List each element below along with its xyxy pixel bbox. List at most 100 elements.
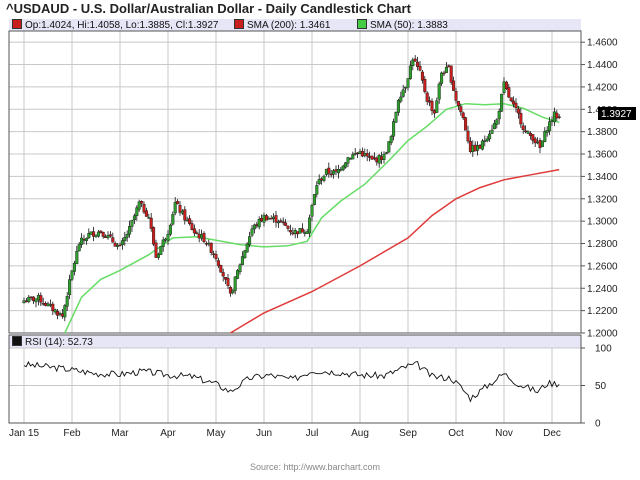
candle-down (449, 65, 453, 83)
candle-down (209, 242, 213, 253)
candle-down (178, 204, 182, 213)
candle-up (166, 234, 170, 241)
rsi-tick-label: 0 (595, 419, 601, 430)
candle-down (365, 152, 369, 157)
candle-up (250, 228, 254, 236)
candle-up (341, 165, 345, 171)
candle-up (106, 235, 110, 239)
month-tick-label: Mar (111, 428, 129, 439)
ohlc-legend-item: Op:1.4024, Hi:1.4058, Lo:1.3885, Cl:1.39… (12, 19, 218, 32)
candle-up (392, 121, 396, 137)
panel-frames (8, 30, 582, 424)
rsi-panel-frame (8, 334, 582, 424)
rsi-legend-item: RSI (14): 52.73 (12, 336, 93, 349)
candle-up (257, 218, 261, 228)
candle-down (274, 215, 278, 223)
candle-down (226, 278, 230, 286)
candle-up (526, 131, 530, 134)
candle-up (87, 233, 91, 239)
candle-down (514, 102, 518, 109)
month-tick-label: May (207, 428, 226, 439)
candle-down (154, 242, 158, 258)
candle-up (401, 89, 405, 97)
candle-down (442, 72, 446, 75)
candle-up (399, 96, 403, 102)
moving-averages (64, 102, 560, 334)
price-tick-label: 1.4200 (587, 82, 618, 93)
candle-up (317, 179, 321, 185)
candle-up (346, 157, 350, 164)
ohlc-swatch (12, 19, 22, 29)
candle-down (216, 260, 220, 266)
candle-down (454, 91, 458, 101)
candle-down (512, 100, 516, 105)
last-price-label: 1.3927 (601, 109, 632, 120)
candle-up (394, 111, 398, 123)
candle-down (212, 253, 216, 255)
candle-down (531, 134, 535, 141)
candle-down (504, 81, 508, 89)
candle-up (72, 262, 76, 272)
month-tick-label: Aug (351, 428, 369, 439)
price-tick-label: 1.2800 (587, 239, 618, 250)
candle-down (524, 130, 528, 133)
candle-down (142, 204, 146, 213)
candle-down (288, 230, 292, 233)
candle-up (322, 175, 326, 181)
candle-down (39, 295, 43, 303)
candle-down (228, 287, 232, 294)
candle-down (509, 97, 513, 102)
sma50-legend-item: SMA (50): 1.3883 (357, 19, 448, 32)
candle-up (80, 237, 84, 245)
candle-up (68, 279, 72, 296)
candle-down (461, 112, 465, 119)
rsi-label: RSI (14): 52.73 (25, 337, 93, 348)
last-price-box (598, 107, 636, 120)
sma50-line (64, 102, 560, 334)
candle-up (245, 243, 249, 253)
candle-up (168, 224, 172, 235)
x-axis-ticks: Jan 15 Feb Mar Apr May Jun Jul Aug Sep Oct Nov Dec (9, 428, 561, 439)
candle-down (452, 80, 456, 91)
candle-up (240, 256, 244, 265)
candle-down (423, 78, 427, 92)
candle-up (171, 214, 175, 225)
candle-down (519, 113, 523, 125)
candle-up (128, 225, 132, 235)
candle-up (483, 140, 487, 142)
candle-down (202, 233, 206, 243)
candle-down (188, 218, 192, 224)
month-tick-label: Nov (495, 428, 513, 439)
sma50-label: SMA (50): 1.3883 (370, 20, 448, 31)
candle-down (140, 201, 144, 204)
candle-down (507, 87, 511, 98)
candle-up (130, 220, 134, 227)
candle-up (65, 296, 69, 307)
month-tick-label: Dec (543, 428, 561, 439)
rsi-line (23, 360, 560, 403)
candle-up (435, 100, 439, 113)
candle-down (329, 173, 333, 176)
month-tick-label: Sep (399, 428, 417, 439)
candle-down (214, 254, 218, 260)
candle-up (492, 123, 496, 130)
candle-up (70, 270, 74, 280)
candle-up (404, 86, 408, 89)
candle-down (219, 265, 223, 273)
rsi-tick-label: 100 (595, 344, 612, 355)
candle-up (548, 121, 552, 132)
candle-down (327, 167, 331, 174)
candle-up (545, 130, 549, 133)
candle-up (63, 305, 67, 318)
candle-up (96, 231, 100, 237)
price-tick-label: 1.3000 (587, 217, 618, 228)
candle-down (557, 116, 561, 118)
candle-down (420, 71, 424, 81)
grid (9, 31, 581, 424)
candle-down (269, 218, 273, 220)
candle-down (555, 112, 559, 119)
y-axis-ticks: 1.2000 1.2200 1.2400 1.2600 1.2800 1.3000 1.32… (581, 38, 618, 430)
candle-up (411, 59, 415, 67)
candle-up (336, 169, 340, 174)
candle-up (543, 131, 547, 142)
